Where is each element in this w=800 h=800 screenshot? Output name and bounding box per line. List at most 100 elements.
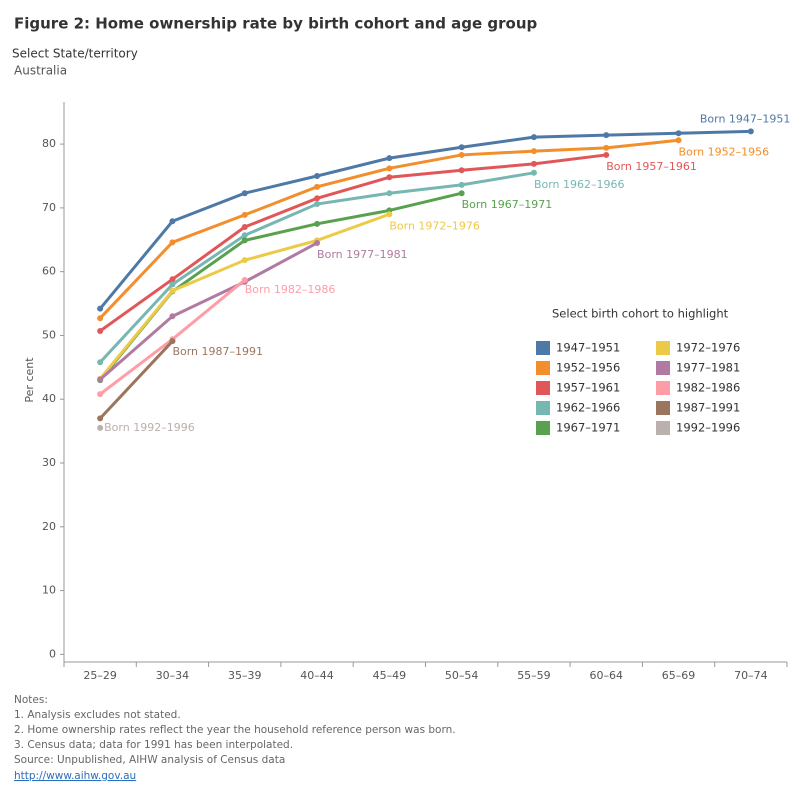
legend-swatch[interactable] [536, 361, 550, 375]
end-label: Born 1947–1951 [700, 112, 791, 125]
legend-swatch[interactable] [656, 401, 670, 415]
point [458, 151, 465, 158]
point [241, 257, 248, 264]
point [458, 181, 465, 188]
point [97, 415, 104, 422]
filter-value[interactable]: Australia [14, 64, 67, 78]
end-label: Born 1972–1976 [389, 219, 480, 232]
end-label: Born 1967–1971 [462, 198, 553, 211]
point [97, 359, 104, 366]
point [458, 167, 465, 174]
point [169, 281, 176, 288]
y-tick-label: 60 [42, 265, 56, 278]
y-tick-label: 40 [42, 392, 56, 405]
point [386, 211, 393, 218]
legend-label[interactable]: 1982–1986 [676, 381, 740, 395]
legend-label[interactable]: 1962–1966 [556, 401, 620, 415]
end-label: Born 1962–1966 [534, 178, 625, 191]
point [169, 239, 176, 246]
point [169, 276, 176, 283]
legend-label[interactable]: 1977–1981 [676, 361, 740, 375]
point [530, 148, 537, 155]
note: 3. Census data; data for 1991 has been i… [14, 739, 293, 751]
legend-swatch[interactable] [656, 421, 670, 435]
x-tick-label: 70–74 [734, 669, 768, 682]
point [97, 315, 104, 322]
legend-swatch[interactable] [656, 381, 670, 395]
x-tick-label: 35–39 [228, 669, 262, 682]
x-tick-label: 60–64 [590, 669, 624, 682]
legend-label[interactable]: 1992–1996 [676, 421, 740, 435]
filter-label: Select State/territory [12, 47, 138, 61]
point [530, 169, 537, 176]
y-tick-label: 30 [42, 456, 56, 469]
x-tick-label: 25–29 [83, 669, 117, 682]
point [603, 132, 610, 139]
legend-swatch[interactable] [656, 341, 670, 355]
point [314, 220, 321, 227]
point [241, 232, 248, 239]
legend-label[interactable]: 1972–1976 [676, 341, 740, 355]
point [169, 287, 176, 294]
legend-swatch[interactable] [536, 341, 550, 355]
point [97, 376, 104, 383]
y-tick-label: 20 [42, 520, 56, 533]
y-tick-label: 10 [42, 584, 56, 597]
legend-label[interactable]: 1987–1991 [676, 401, 740, 415]
legend-label[interactable]: 1967–1971 [556, 421, 620, 435]
legend-swatch[interactable] [536, 381, 550, 395]
series-line [98, 129, 751, 310]
legend-label[interactable]: 1952–1956 [556, 361, 620, 375]
point [241, 190, 248, 197]
x-tick-label: 55–59 [517, 669, 551, 682]
point [97, 327, 104, 334]
point [458, 144, 465, 151]
x-tick-label: 40–44 [300, 669, 334, 682]
end-label: Born 1987–1991 [172, 345, 263, 358]
point [675, 137, 682, 144]
point [386, 165, 393, 172]
y-tick-label: 80 [42, 137, 56, 150]
end-label: Born 1982–1986 [245, 283, 336, 296]
series-line [99, 340, 174, 420]
point [97, 305, 104, 312]
y-tick-label: 0 [49, 647, 56, 660]
point [314, 183, 321, 190]
point [241, 276, 248, 283]
notes-heading: Notes: [14, 694, 48, 706]
point [97, 391, 104, 398]
legend-label[interactable]: 1957–1961 [556, 381, 620, 395]
point [314, 201, 321, 208]
point [386, 155, 393, 162]
point [530, 134, 537, 141]
y-tick-label: 70 [42, 201, 56, 214]
title: Figure 2: Home ownership rate by birth c… [14, 15, 538, 33]
x-tick-label: 65–69 [662, 669, 696, 682]
link[interactable]: http://www.aihw.gov.au [14, 770, 136, 782]
point [169, 218, 176, 225]
x-tick-label: 30–34 [156, 669, 190, 682]
legend-label[interactable]: 1947–1951 [556, 341, 620, 355]
x-tick-label: 50–54 [445, 669, 479, 682]
end-label: Born 1957–1961 [606, 160, 697, 173]
point [241, 237, 248, 244]
point [169, 338, 176, 345]
point [314, 195, 321, 202]
point [386, 174, 393, 181]
point [530, 160, 537, 167]
point [169, 313, 176, 320]
point [241, 211, 248, 218]
end-label: Born 1992–1996 [104, 421, 195, 434]
note: 2. Home ownership rates reflect the year… [14, 724, 456, 736]
point [747, 128, 754, 135]
point [314, 239, 321, 246]
point [314, 172, 321, 179]
x-tick-label: 45–49 [373, 669, 407, 682]
note: Source: Unpublished, AIHW analysis of Ce… [14, 754, 285, 766]
end-label: Born 1977–1981 [317, 248, 408, 261]
y-tick-label: 50 [42, 328, 56, 341]
legend-swatch[interactable] [536, 401, 550, 415]
legend-swatch[interactable] [536, 421, 550, 435]
legend-swatch[interactable] [656, 361, 670, 375]
